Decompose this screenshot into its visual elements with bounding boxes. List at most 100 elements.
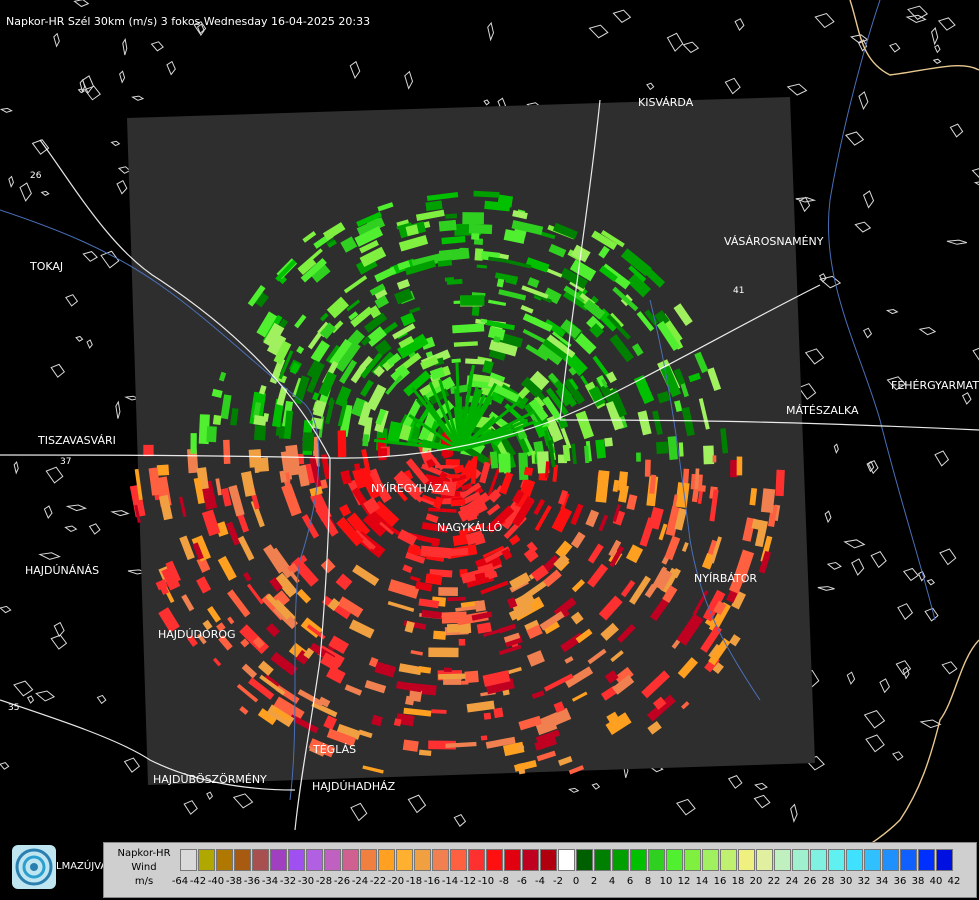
radar-echo xyxy=(339,404,353,438)
radar-echo xyxy=(445,741,477,748)
radar-echo xyxy=(616,623,636,643)
radar-echo xyxy=(239,624,270,655)
radar-echo xyxy=(639,517,656,547)
settlement-outline xyxy=(814,12,835,29)
radar-echo xyxy=(470,456,478,484)
radar-echo xyxy=(327,598,341,612)
radar-echo xyxy=(509,572,531,591)
settlement-outline xyxy=(588,24,609,39)
radar-echo xyxy=(497,194,514,208)
legend-tick: 42 xyxy=(947,876,961,887)
settlement-outline xyxy=(27,695,35,704)
radar-echo xyxy=(458,638,466,646)
city-label: TISZAVASVÁRI xyxy=(37,434,116,447)
settlement-outline xyxy=(919,719,942,729)
radar-echo xyxy=(678,442,684,457)
road-number: 41 xyxy=(733,286,744,296)
settlement-outline xyxy=(754,782,768,791)
radar-echo xyxy=(374,288,388,300)
radar-echo xyxy=(484,546,511,564)
radar-echo xyxy=(289,714,319,734)
radar-echo xyxy=(337,596,364,618)
settlement-outline xyxy=(0,107,13,113)
settlement-outline xyxy=(483,99,490,106)
river xyxy=(649,299,761,701)
legend-tick: 10 xyxy=(659,876,673,887)
radar-echo xyxy=(441,235,466,245)
radar-echo xyxy=(524,619,540,632)
radar-echo xyxy=(326,296,349,319)
radar-echo xyxy=(595,439,607,459)
radar-echo xyxy=(294,314,307,329)
radar-echo xyxy=(612,479,620,493)
radar-echo xyxy=(196,576,212,594)
settlement-outline xyxy=(917,570,926,582)
radar-echo xyxy=(525,344,549,361)
radar-echo xyxy=(377,202,394,212)
radar-echo xyxy=(579,375,589,386)
settlement-outline xyxy=(50,363,65,378)
radar-echo xyxy=(272,707,291,721)
radar-echo xyxy=(534,505,552,532)
radar-echo xyxy=(652,410,663,436)
radar-echo xyxy=(608,388,628,418)
radar-echo xyxy=(361,448,371,475)
radar-echo xyxy=(488,256,506,263)
radar-echo xyxy=(190,433,197,454)
radar-echo xyxy=(352,468,368,490)
legend-swatch xyxy=(864,849,881,871)
radar-echo xyxy=(551,506,573,533)
radar-echo xyxy=(544,461,550,479)
settlement-outline xyxy=(73,0,90,8)
radar-echo xyxy=(418,749,432,757)
radar-echo xyxy=(178,496,187,517)
radar-echo xyxy=(553,553,570,571)
settlement-outline xyxy=(862,190,875,209)
settlement-outline xyxy=(453,814,467,827)
radar-echo xyxy=(675,482,690,509)
radar-echo xyxy=(360,352,383,379)
radar-echo xyxy=(220,394,232,420)
radar-echo xyxy=(407,542,421,556)
settlement-outline xyxy=(75,335,84,342)
radar-spoke xyxy=(438,379,462,451)
radar-echo xyxy=(309,455,322,488)
radar-echo xyxy=(489,372,506,382)
radar-echo xyxy=(253,414,267,426)
radar-echo xyxy=(610,650,624,663)
radar-echo xyxy=(522,313,553,332)
radar-echo xyxy=(631,343,644,357)
radar-echo xyxy=(476,622,492,634)
city-label: KISVÁRDA xyxy=(638,96,694,109)
legend-tick: -8 xyxy=(499,876,509,887)
radar-echo xyxy=(760,535,773,563)
radar-echo xyxy=(308,746,325,757)
radar-echo xyxy=(671,494,678,515)
radar-echo xyxy=(493,336,501,343)
radar-echo xyxy=(360,379,374,397)
radar-echo xyxy=(302,231,317,243)
radar-echo xyxy=(516,428,527,440)
radar-echo xyxy=(542,569,562,588)
radar-echo xyxy=(595,470,610,503)
radar-echo xyxy=(296,464,310,487)
legend-tick: -4 xyxy=(535,876,545,887)
legend-tick: -6 xyxy=(517,876,527,887)
legend-tick: 8 xyxy=(644,876,652,887)
radar-echo xyxy=(399,424,412,441)
radar-echo xyxy=(667,436,678,460)
radar-echo xyxy=(480,318,488,324)
radar-echo xyxy=(215,478,222,496)
radar-echo xyxy=(555,387,572,407)
radar-echo xyxy=(227,616,235,625)
radar-echo xyxy=(609,334,634,363)
legend-quantity: Wind xyxy=(131,862,157,873)
radar-echo xyxy=(681,541,689,553)
legend-tick: -40 xyxy=(207,876,225,887)
radar-echo xyxy=(354,463,361,471)
radar-echo xyxy=(311,701,338,718)
radar-echo xyxy=(161,566,181,591)
radar-echo xyxy=(193,477,205,505)
radar-echo xyxy=(428,507,457,513)
settlement-outline xyxy=(941,661,958,675)
